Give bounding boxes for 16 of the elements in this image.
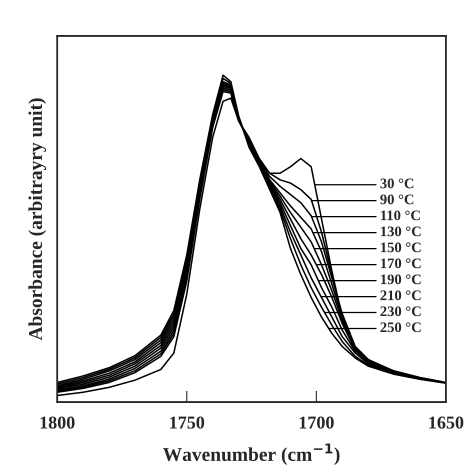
legend-label: 150 °C — [381, 242, 421, 252]
legend-label: 190 °C — [381, 274, 421, 284]
x-tick-label: 1750 — [170, 416, 204, 429]
legend-label: 30 °C — [380, 178, 414, 188]
legend-label: 130 °C — [381, 226, 421, 236]
legend-label: 210 °C — [380, 290, 421, 300]
legend-label: 230 °C — [380, 306, 421, 316]
legend-label: 170 °C — [381, 258, 421, 268]
x-tick-label: 1700 — [300, 416, 334, 429]
legend-label: 250 °C — [380, 322, 421, 332]
y-axis-title: Absorbance (arbitrayry unit) — [28, 98, 46, 340]
x-tick-label: 1800 — [40, 416, 75, 429]
x-axis-title: Wavenumber (cm$^{−1}$) — [162, 443, 340, 465]
x-tick-label: 1650 — [429, 416, 464, 429]
legend-label: 90 °C — [380, 194, 414, 204]
legend-label: 110 °C — [381, 210, 420, 220]
